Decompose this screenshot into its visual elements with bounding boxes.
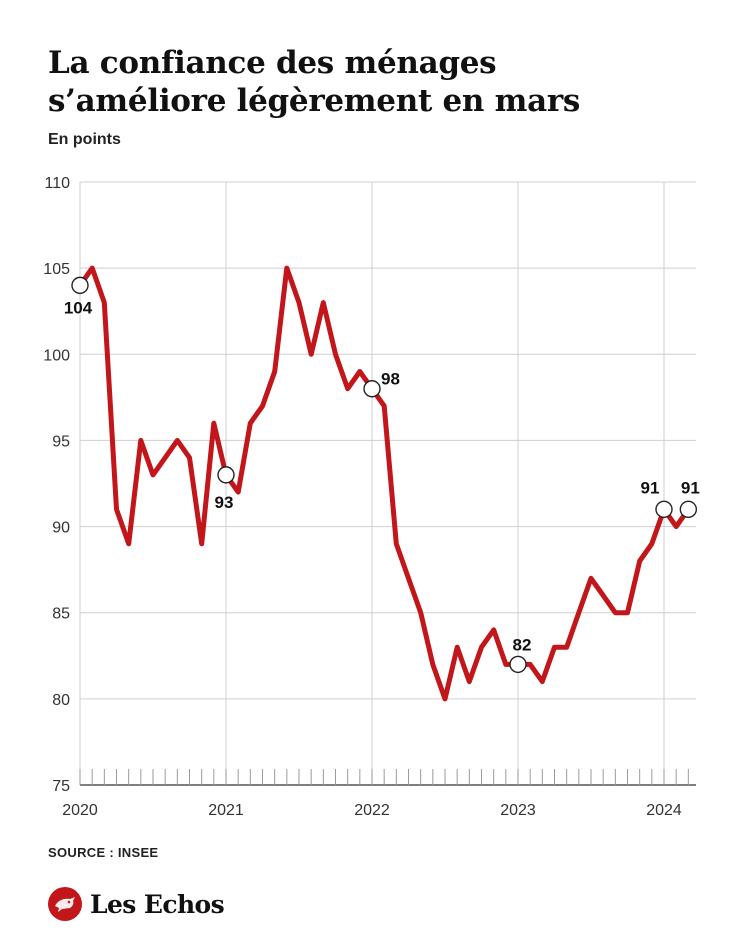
chart-title-line-1: La confiance des ménages [48, 45, 497, 81]
confidence-series-line [77, 265, 691, 702]
data-point-label: 93 [215, 493, 234, 512]
source-note: SOURCE : INSEE [48, 845, 159, 860]
chart-grid [79, 181, 696, 786]
data-point-marker [363, 380, 381, 398]
chart-unit-label: En points [48, 131, 121, 148]
y-tick-label: 90 [52, 520, 70, 537]
y-tick-label: 85 [52, 606, 70, 623]
y-tick-label: 105 [43, 261, 70, 278]
data-point-marker [71, 276, 89, 295]
x-tick-label: 2021 [208, 802, 244, 819]
data-point-label: 98 [381, 370, 400, 389]
series-layer [77, 265, 691, 702]
y-tick-label: 80 [52, 692, 70, 709]
x-axis: 2020 2021 2022 2023 2024 [62, 769, 689, 819]
chart-title: La confiance des ménages s’améliore légè… [48, 44, 708, 120]
les-echos-emblem-icon [48, 887, 82, 921]
data-point-marker [509, 655, 527, 674]
data-point-label: 91 [681, 478, 700, 497]
brand-logo: Les Echos [48, 886, 225, 922]
data-point-label: 82 [513, 635, 532, 654]
annotation-layer: 104 93 98 82 91 91 [64, 276, 700, 674]
data-point-marker [217, 466, 235, 484]
brand-name: Les Echos [90, 889, 225, 919]
y-tick-label: 95 [52, 433, 70, 450]
x-tick-label: 2023 [500, 802, 536, 819]
chart-title-line-2: s’améliore légèrement en mars [48, 83, 581, 119]
x-tick-label: 2024 [646, 802, 682, 819]
data-point-label: 91 [641, 478, 660, 497]
x-tick-label: 2020 [62, 802, 98, 819]
y-tick-label: 100 [43, 347, 70, 364]
data-point-marker [679, 500, 698, 519]
y-axis: 75 80 85 90 95 100 105 110 [43, 175, 70, 795]
line-chart: 75 80 85 90 95 100 105 110 2020 2021 2022 2023 2024… [43, 175, 700, 819]
y-tick-label: 75 [52, 778, 70, 795]
y-tick-label: 110 [44, 175, 70, 192]
data-point-label: 104 [64, 298, 93, 317]
x-tick-label: 2022 [354, 802, 390, 819]
data-point-marker [655, 500, 673, 519]
